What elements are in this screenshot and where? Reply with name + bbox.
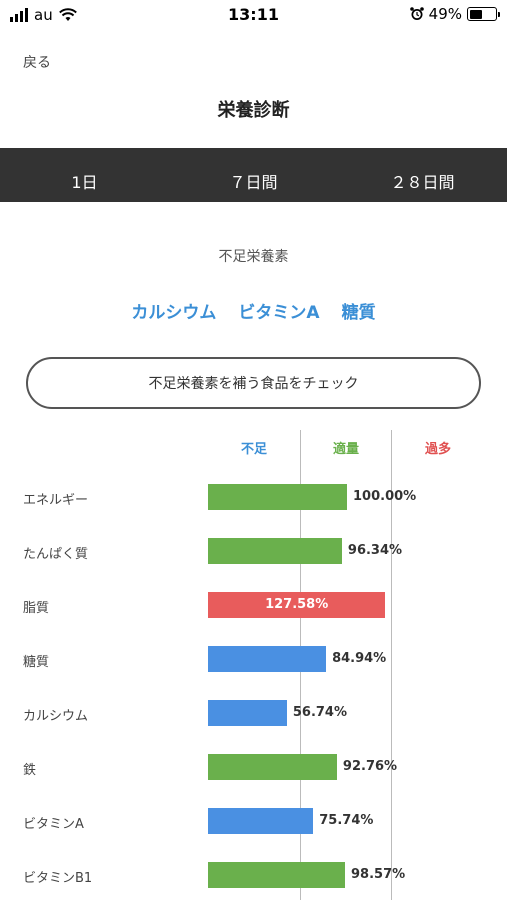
wifi-icon (58, 8, 77, 21)
battery-icon (467, 7, 500, 21)
nutrient-label: 鉄 (23, 763, 37, 778)
nutrient-label: 糖質 (23, 655, 50, 670)
deficient-item: カルシウム (131, 303, 217, 323)
nutrient-value: 98.57% (351, 867, 406, 882)
nutrition-chart: 不足 適量 過多 エネルギー 100.00% たんぱく質 96.34% 脂質 127.58… (0, 428, 507, 900)
nutrient-bar (208, 808, 314, 834)
tab-7-days[interactable]: ７日間 (229, 173, 278, 192)
signal-icon (10, 8, 28, 22)
nutrient-label: ビタミンA (23, 817, 84, 832)
battery-percent: 49% (428, 5, 462, 23)
deficient-item: 糖質 (341, 303, 376, 323)
nutrient-bar (208, 700, 287, 726)
status-time: 13:11 (228, 5, 279, 24)
column-header-high: 過多 (424, 442, 451, 457)
nutrient-label: たんぱく質 (23, 547, 89, 562)
deficient-list: カルシウム ビタミンA 糖質 (0, 298, 507, 323)
tab-28-days[interactable]: ２８日間 (390, 173, 455, 192)
nutrient-value: 75.74% (319, 813, 374, 828)
battery-fill (469, 9, 482, 19)
nutrient-bar (208, 862, 345, 888)
nutrient-label: カルシウム (23, 709, 89, 724)
nutrient-value: 100.00% (353, 489, 417, 504)
nutrient-value: 92.76% (342, 759, 398, 774)
nutrient-bar (208, 646, 327, 672)
nutrient-label: 脂質 (23, 601, 50, 616)
page-title: 栄養診断 (217, 100, 290, 121)
status-left: au (10, 6, 77, 24)
nutrient-bar (208, 538, 342, 564)
nutrient-value: 56.74% (292, 705, 348, 720)
status-bar: au 13:11 49% (0, 0, 507, 30)
nutrient-bar (208, 592, 386, 618)
nutrient-value: 84.94% (332, 651, 387, 666)
period-tabs: 1日 ７日間 ２８日間 (0, 148, 507, 202)
column-header-ok: 適量 (332, 442, 359, 457)
guide-line-ok-high (391, 430, 392, 900)
deficient-heading: 不足栄養素 (218, 249, 289, 265)
nutrient-value: 96.34% (347, 543, 403, 558)
back-button[interactable]: 戻る (23, 55, 51, 71)
nutrient-bar (208, 754, 337, 780)
nutrient-label: ビタミンB1 (23, 871, 93, 886)
nutrient-value: 127.58% (265, 597, 329, 612)
nutrient-label: エネルギー (23, 493, 89, 508)
status-right: 49% (409, 5, 500, 23)
alarm-icon (409, 7, 424, 20)
deficient-item: ビタミンA (238, 303, 320, 323)
check-foods-button[interactable]: 不足栄養素を補う食品をチェック (26, 357, 481, 409)
carrier-name: au (34, 6, 53, 24)
nutrient-bar (208, 484, 347, 510)
tab-1-day[interactable]: 1日 (71, 173, 98, 192)
column-header-low: 不足 (240, 442, 267, 457)
